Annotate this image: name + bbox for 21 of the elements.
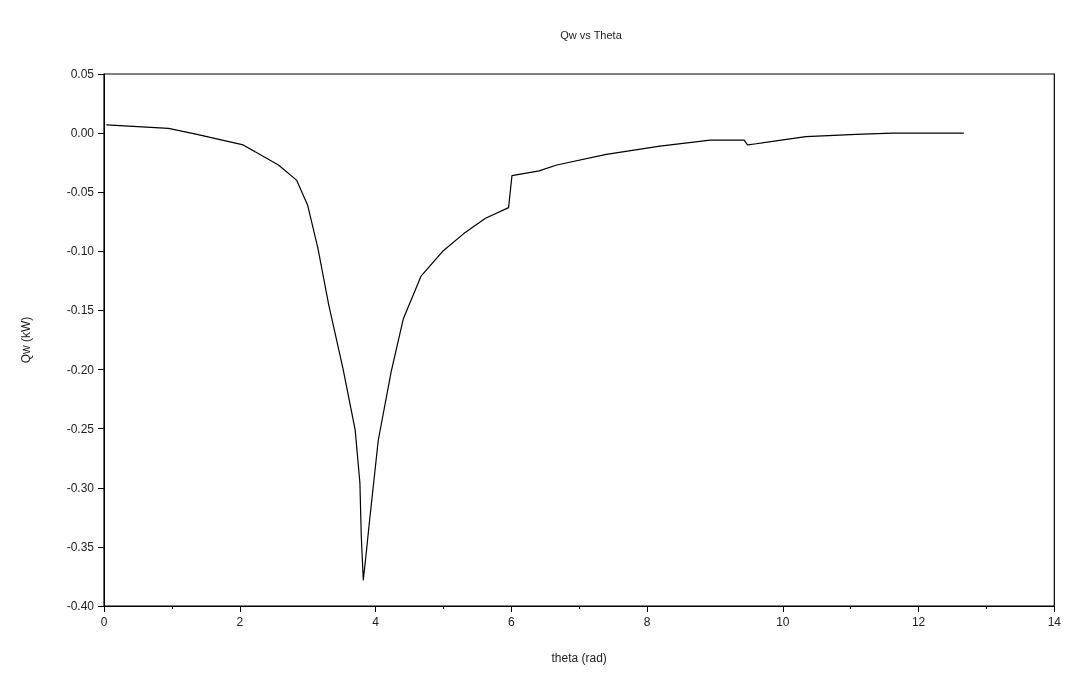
y-tick-label: -0.35	[66, 539, 95, 554]
x-tick-label: 6	[507, 615, 515, 629]
y-axis-title: Qw (kW)	[19, 316, 33, 364]
y-tick-label: -0.30	[66, 480, 95, 495]
y-tick-label: -0.25	[66, 421, 95, 436]
y-tick-label: -0.40	[66, 599, 95, 613]
x-axis-title: theta (rad)	[551, 651, 607, 665]
y-tick-label: -0.10	[66, 244, 95, 259]
x-tick-label: 14	[1047, 615, 1062, 629]
y-tick-label: 0.05	[70, 67, 95, 81]
y-tick-label: -0.05	[66, 185, 95, 200]
x-tick-label: 2	[236, 615, 244, 629]
x-tick-label: 10	[776, 615, 790, 629]
x-tick-label: 4	[372, 615, 380, 629]
x-tick-label: 0	[100, 615, 108, 629]
x-tick-label: 8	[643, 615, 651, 629]
y-tick-label: -0.20	[66, 362, 95, 377]
x-tick-label: 12	[911, 615, 926, 629]
y-tick-label: 0.00	[70, 126, 95, 141]
y-tick-label: -0.15	[66, 303, 95, 318]
chart-title: Qw vs Theta	[560, 28, 623, 41]
